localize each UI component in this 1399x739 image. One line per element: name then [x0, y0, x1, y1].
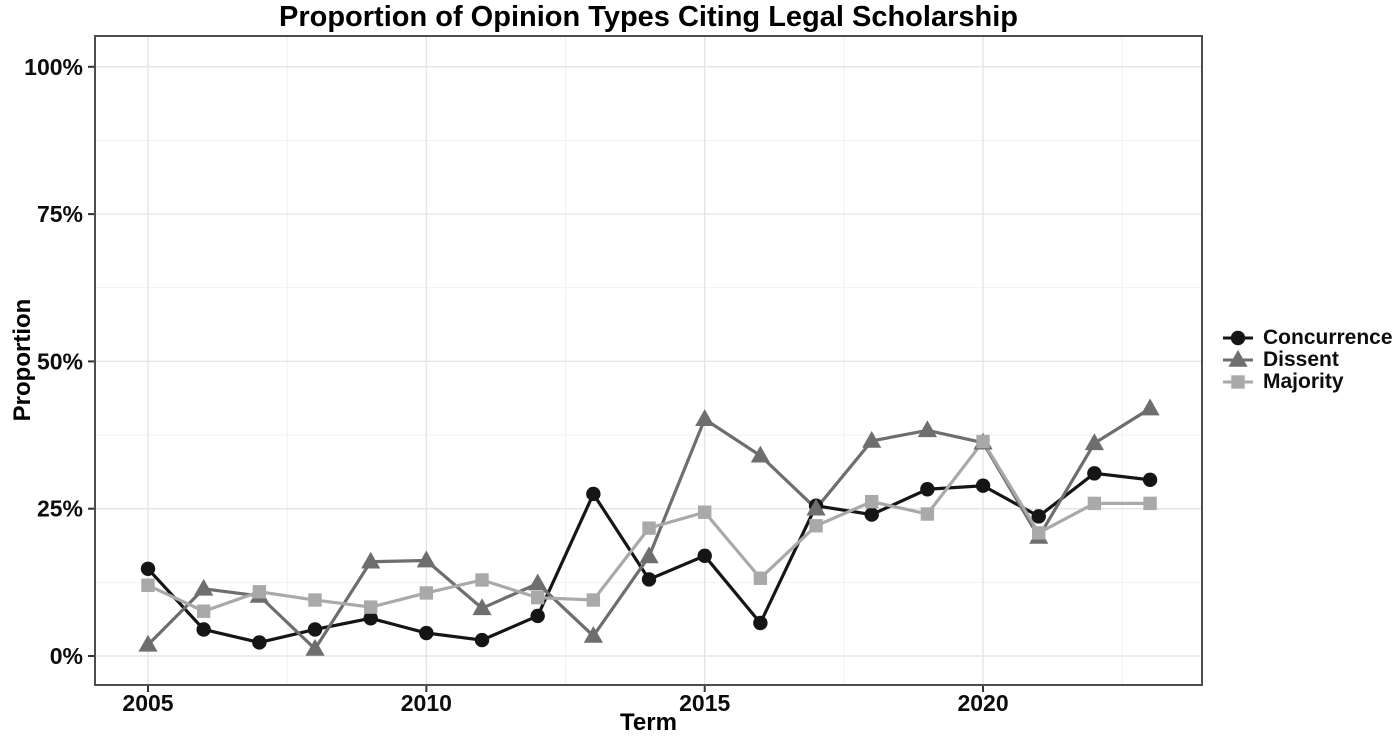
y-tick-label: 75% — [37, 201, 83, 227]
x-tick-label: 2005 — [122, 690, 173, 716]
legend-label: Dissent — [1263, 348, 1339, 371]
data-point-majority — [252, 585, 267, 599]
x-axis-title: Term — [620, 709, 677, 736]
legend-label: Majority — [1263, 370, 1344, 393]
y-tick-label: 50% — [37, 348, 83, 374]
data-point-dissent — [1084, 433, 1104, 451]
data-point-majority — [196, 604, 211, 618]
x-tick-label: 2020 — [957, 690, 1008, 716]
data-point-concurrence — [530, 608, 545, 624]
x-tick-label: 2015 — [679, 690, 730, 716]
data-point-dissent — [862, 430, 882, 448]
data-point-concurrence — [920, 482, 935, 497]
data-point-concurrence — [975, 478, 991, 493]
data-point-majority — [920, 507, 935, 521]
data-point-majority — [1143, 496, 1157, 511]
data-point-majority — [586, 593, 601, 607]
series-markers — [138, 398, 1160, 656]
data-point-concurrence — [864, 507, 879, 522]
data-point-concurrence — [307, 622, 323, 637]
square-legend-marker — [1231, 375, 1245, 389]
data-point-concurrence — [474, 632, 490, 648]
data-point-dissent — [806, 498, 826, 516]
data-point-dissent — [1140, 398, 1160, 416]
data-point-majority — [141, 578, 155, 592]
chart-title: Proportion of Opinion Types Citing Legal… — [279, 1, 1018, 33]
data-point-dissent — [194, 578, 214, 596]
data-point-majority — [308, 593, 322, 607]
data-point-concurrence — [1031, 509, 1046, 524]
y-axis-title: Proportion — [9, 298, 36, 422]
data-point-dissent — [305, 638, 325, 656]
data-point-dissent — [639, 546, 659, 564]
data-point-concurrence — [697, 548, 712, 564]
axis-ticks — [88, 65, 985, 692]
data-point-concurrence — [753, 615, 768, 631]
data-point-majority — [809, 519, 823, 533]
data-point-dissent — [528, 573, 548, 591]
data-point-majority — [475, 573, 489, 587]
data-point-concurrence — [1142, 472, 1158, 488]
data-point-dissent — [695, 409, 715, 426]
data-point-concurrence — [1087, 466, 1102, 481]
data-point-dissent — [138, 634, 158, 652]
data-point-majority — [753, 571, 768, 585]
data-point-majority — [865, 494, 879, 509]
gridlines-major — [95, 36, 1202, 685]
x-tick-label: 2010 — [401, 690, 452, 716]
data-point-concurrence — [140, 561, 156, 576]
data-point-concurrence — [419, 625, 434, 641]
data-point-majority — [976, 434, 990, 449]
triangle-legend-marker — [1228, 350, 1248, 367]
triangle-legend-key-icon — [1223, 350, 1253, 367]
data-point-concurrence — [641, 572, 657, 587]
data-point-majority — [1032, 526, 1046, 540]
data-point-dissent — [917, 420, 937, 438]
legend-item-dissent: Dissent — [1220, 349, 1393, 371]
data-point-dissent — [361, 551, 381, 569]
y-tick-label: 0% — [50, 643, 83, 669]
legend-label: Concurrence — [1263, 326, 1393, 349]
legend-item-majority: Majority — [1220, 371, 1393, 393]
data-point-concurrence — [252, 635, 267, 650]
data-point-dissent — [750, 445, 770, 463]
data-point-majority — [698, 505, 712, 519]
y-tick-label: 100% — [24, 54, 83, 80]
data-point-concurrence — [586, 486, 601, 502]
data-point-dissent — [472, 598, 492, 616]
legend: Concurrence Dissent Majority — [1220, 327, 1393, 393]
data-point-concurrence — [363, 611, 378, 626]
data-point-concurrence — [196, 622, 211, 637]
data-point-majority — [363, 600, 378, 614]
gridlines-minor — [95, 36, 1202, 685]
circle-legend-key-icon — [1223, 330, 1253, 346]
data-point-majority — [642, 521, 656, 535]
circle-legend-marker — [1230, 330, 1246, 346]
data-point-dissent — [416, 550, 436, 568]
panel-border — [94, 35, 1203, 686]
data-point-majority — [1087, 496, 1102, 511]
data-point-majority — [419, 586, 434, 600]
data-point-majority — [530, 590, 545, 605]
square-legend-key-icon — [1223, 375, 1253, 389]
y-tick-label: 25% — [37, 496, 83, 522]
data-point-dissent — [583, 625, 603, 643]
tick-labels: 2005 2010 2015 2020 0% 25% 50% 75% 100% — [24, 54, 1008, 716]
legend-item-concurrence: Concurrence — [1220, 327, 1393, 349]
